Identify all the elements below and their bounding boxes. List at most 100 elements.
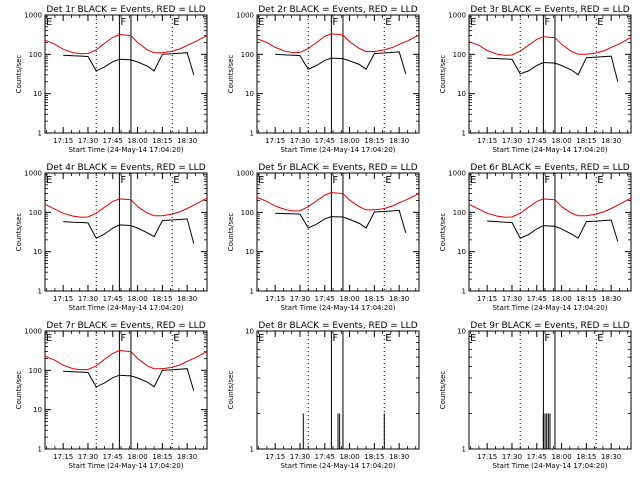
x-axis-label: Start Time (24-May-14 17:04:20): [68, 304, 183, 312]
flag-label: F: [120, 175, 126, 186]
flag-label: F: [120, 17, 126, 28]
x-tick-label: 18:00: [127, 137, 147, 145]
x-tick-label: 17:15: [477, 137, 497, 145]
y-axis-label: Counts/sec: [439, 213, 447, 252]
y-axis-label: Counts/sec: [227, 55, 235, 94]
x-tick-label: 18:00: [127, 295, 147, 303]
y-tick-label: 1000: [24, 170, 42, 178]
x-tick-label: 18:00: [127, 453, 147, 461]
y-tick-label: 100: [241, 209, 254, 217]
x-tick-label: 18:15: [364, 453, 384, 461]
lld-series-line: [44, 197, 208, 218]
x-tick-label: 18:15: [364, 137, 384, 145]
panel-6: Det 6r BLACK = Events, RED = LLD 1 10 100 10…: [439, 163, 632, 312]
events-series-line: [275, 209, 407, 234]
x-tick-label: 18:00: [551, 137, 571, 145]
x-tick-label: 17:15: [477, 453, 497, 461]
x-tick-label: 17:30: [502, 137, 522, 145]
flag-label: E: [258, 17, 264, 28]
x-tick-label: 17:45: [103, 295, 123, 303]
x-tick-label: 18:30: [389, 295, 409, 303]
y-tick-label: 100: [29, 367, 42, 375]
flag-label: E: [173, 175, 179, 186]
flag-label: E: [173, 17, 179, 28]
x-tick-label: 18:00: [551, 453, 571, 461]
panel-5: Det 5r BLACK = Events, RED = LLD 1 10 100 10…: [227, 163, 420, 312]
y-tick-label: 1: [250, 446, 254, 454]
flag-label: E: [46, 175, 52, 186]
panel-9: Det 9r BLACK = Events, RED = LLD 1 10 17:15…: [439, 321, 632, 470]
x-tick-label: 18:30: [177, 137, 197, 145]
y-tick-label: 100: [29, 51, 42, 59]
x-tick-label: 17:30: [78, 295, 98, 303]
panel-title: Det 3r BLACK = Events, RED = LLD: [470, 5, 629, 15]
x-axis-label: Start Time (24-May-14 17:04:20): [280, 146, 395, 154]
x-tick-label: 18:15: [152, 295, 172, 303]
flag-label: E: [470, 17, 476, 28]
flag-label: E: [470, 333, 476, 344]
y-tick-label: 1: [250, 288, 254, 296]
panel-title: Det 1r BLACK = Events, RED = LLD: [46, 5, 205, 15]
x-tick-label: 18:00: [339, 295, 359, 303]
x-tick-label: 17:45: [315, 453, 335, 461]
x-axis-label: Start Time (24-May-14 17:04:20): [68, 462, 183, 470]
x-tick-label: 17:15: [53, 137, 73, 145]
x-axis-label: Start Time (24-May-14 17:04:20): [492, 462, 607, 470]
lld-series-line: [44, 349, 208, 371]
flag-label: E: [46, 333, 52, 344]
lld-series-line: [256, 191, 420, 212]
lld-series-line: [44, 33, 208, 55]
y-tick-label: 1: [38, 288, 42, 296]
events-series-line: [487, 219, 619, 242]
flag-label: E: [258, 333, 264, 344]
y-axis-label: Counts/sec: [439, 55, 447, 94]
y-tick-label: 100: [29, 209, 42, 217]
flag-label: E: [597, 333, 603, 344]
flag-label: E: [46, 17, 52, 28]
flag-label: E: [173, 333, 179, 344]
plot-frame: [44, 330, 208, 450]
y-axis-label: Counts/sec: [439, 371, 447, 410]
flag-label: E: [258, 175, 264, 186]
y-tick-label: 1: [250, 130, 254, 138]
y-tick-label: 1000: [24, 328, 42, 336]
x-tick-label: 18:30: [177, 453, 197, 461]
plot-frame: [468, 14, 632, 134]
flag-label: E: [385, 175, 391, 186]
x-tick-label: 17:45: [103, 137, 123, 145]
flag-label: E: [385, 333, 391, 344]
x-tick-label: 18:15: [576, 137, 596, 145]
flag-label: F: [332, 175, 338, 186]
x-tick-label: 17:30: [290, 295, 310, 303]
x-axis-label: Start Time (24-May-14 17:04:20): [68, 146, 183, 154]
plot-frame: [256, 172, 420, 292]
y-axis-label: Counts/sec: [15, 213, 23, 252]
panel-title: Det 9r BLACK = Events, RED = LLD: [470, 321, 629, 331]
x-tick-label: 17:15: [53, 453, 73, 461]
x-tick-label: 17:15: [265, 453, 285, 461]
x-tick-label: 17:45: [527, 453, 547, 461]
panel-7: Det 7r BLACK = Events, RED = LLD 1 10 100 10…: [15, 321, 208, 470]
y-axis-label: Counts/sec: [227, 371, 235, 410]
x-tick-label: 17:15: [265, 137, 285, 145]
x-tick-label: 17:30: [502, 453, 522, 461]
lld-series-line: [256, 33, 420, 54]
y-axis-label: Counts/sec: [15, 55, 23, 94]
panel-4: Det 4r BLACK = Events, RED = LLD 1 10 100 10…: [15, 163, 208, 312]
flag-label: F: [332, 17, 338, 28]
y-tick-label: 1000: [236, 12, 254, 20]
lld-series-line: [468, 36, 632, 56]
y-tick-label: 1: [462, 446, 466, 454]
flag-label: F: [332, 333, 338, 344]
flag-label: E: [597, 175, 603, 186]
y-tick-label: 1: [38, 130, 42, 138]
flag-label: F: [120, 333, 126, 344]
y-tick-label: 1000: [448, 170, 466, 178]
x-tick-label: 17:45: [527, 295, 547, 303]
plot-frame: [468, 172, 632, 292]
x-tick-label: 17:45: [315, 295, 335, 303]
x-tick-label: 18:30: [177, 295, 197, 303]
x-axis-label: Start Time (24-May-14 17:04:20): [492, 304, 607, 312]
x-tick-label: 17:30: [290, 453, 310, 461]
